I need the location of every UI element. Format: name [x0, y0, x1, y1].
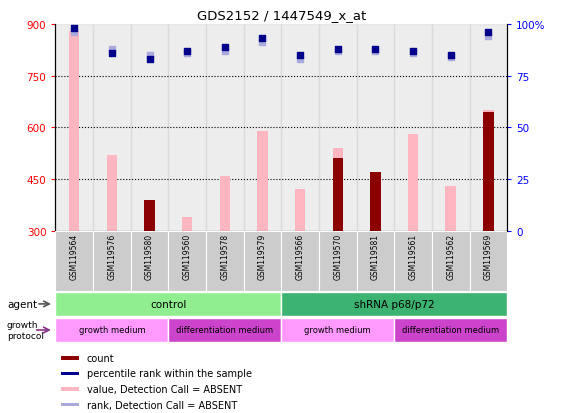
- Text: GSM119578: GSM119578: [220, 233, 229, 279]
- Bar: [394, 25, 432, 231]
- Bar: [295, 190, 305, 231]
- Bar: [131, 25, 168, 231]
- Point: [333, 48, 342, 55]
- Text: value, Detection Call = ABSENT: value, Detection Call = ABSENT: [87, 384, 242, 394]
- Text: GSM119581: GSM119581: [371, 233, 380, 279]
- Point: [220, 48, 230, 55]
- Point: [145, 57, 154, 63]
- Text: GSM119579: GSM119579: [258, 233, 267, 279]
- Bar: [357, 231, 394, 291]
- Bar: [61, 372, 79, 375]
- Bar: [93, 231, 131, 291]
- Point: [371, 46, 380, 53]
- Bar: [332, 149, 343, 231]
- Bar: [206, 231, 244, 291]
- Bar: [55, 231, 93, 291]
- Point: [409, 48, 418, 55]
- Bar: [319, 231, 357, 291]
- Bar: [483, 111, 494, 231]
- Text: GSM119562: GSM119562: [446, 233, 455, 279]
- Bar: [107, 156, 117, 231]
- Bar: [168, 25, 206, 231]
- Text: GSM119580: GSM119580: [145, 233, 154, 279]
- Point: [296, 52, 305, 59]
- Point: [220, 44, 230, 51]
- Bar: [61, 356, 79, 360]
- Point: [107, 46, 117, 53]
- Bar: [206, 25, 244, 231]
- Point: [258, 40, 267, 47]
- Bar: [257, 131, 268, 231]
- Text: GSM119561: GSM119561: [409, 233, 417, 279]
- Point: [484, 30, 493, 36]
- Bar: [319, 25, 357, 231]
- Bar: [182, 218, 192, 231]
- Text: growth medium: growth medium: [304, 326, 371, 335]
- Bar: [55, 292, 281, 316]
- Bar: [55, 318, 168, 342]
- Bar: [220, 176, 230, 231]
- Point: [69, 26, 79, 32]
- Text: growth
protocol: growth protocol: [7, 320, 44, 340]
- Bar: [61, 387, 79, 391]
- Text: control: control: [150, 299, 187, 309]
- Point: [446, 55, 455, 61]
- Point: [446, 52, 455, 59]
- Point: [182, 48, 192, 55]
- Bar: [168, 231, 206, 291]
- Bar: [432, 25, 469, 231]
- Bar: [55, 25, 93, 231]
- Point: [296, 57, 305, 63]
- Bar: [131, 231, 168, 291]
- Point: [182, 50, 192, 57]
- Bar: [469, 25, 507, 231]
- Text: GSM119570: GSM119570: [333, 233, 342, 279]
- Text: GSM119576: GSM119576: [107, 233, 117, 279]
- Text: shRNA p68/p72: shRNA p68/p72: [354, 299, 434, 309]
- Text: GSM119566: GSM119566: [296, 233, 305, 279]
- Text: GSM119560: GSM119560: [182, 233, 192, 279]
- Text: percentile rank within the sample: percentile rank within the sample: [87, 368, 252, 379]
- Bar: [432, 231, 469, 291]
- Bar: [332, 159, 343, 231]
- Bar: [244, 25, 281, 231]
- Bar: [69, 32, 79, 231]
- Bar: [244, 231, 281, 291]
- Bar: [357, 25, 394, 231]
- Point: [107, 50, 117, 57]
- Text: rank, Detection Call = ABSENT: rank, Detection Call = ABSENT: [87, 399, 237, 410]
- Bar: [394, 231, 432, 291]
- Bar: [282, 25, 319, 231]
- Point: [258, 36, 267, 43]
- Point: [371, 48, 380, 55]
- Title: GDS2152 / 1447549_x_at: GDS2152 / 1447549_x_at: [196, 9, 366, 22]
- Bar: [483, 113, 494, 231]
- Bar: [168, 318, 282, 342]
- Text: growth medium: growth medium: [79, 326, 145, 335]
- Point: [409, 50, 418, 57]
- Text: GSM119564: GSM119564: [70, 233, 79, 279]
- Point: [145, 52, 154, 59]
- Text: count: count: [87, 353, 114, 363]
- Text: differentiation medium: differentiation medium: [402, 326, 499, 335]
- Bar: [282, 292, 507, 316]
- Bar: [61, 403, 79, 406]
- Text: GSM119569: GSM119569: [484, 233, 493, 279]
- Bar: [445, 187, 456, 231]
- Bar: [282, 231, 319, 291]
- Text: differentiation medium: differentiation medium: [176, 326, 273, 335]
- Bar: [282, 318, 394, 342]
- Point: [69, 30, 79, 36]
- Bar: [144, 200, 154, 231]
- Bar: [370, 173, 381, 231]
- Bar: [394, 318, 507, 342]
- Point: [484, 34, 493, 40]
- Bar: [93, 25, 131, 231]
- Bar: [469, 231, 507, 291]
- Bar: [408, 135, 419, 231]
- Point: [333, 46, 342, 53]
- Text: agent: agent: [7, 299, 37, 309]
